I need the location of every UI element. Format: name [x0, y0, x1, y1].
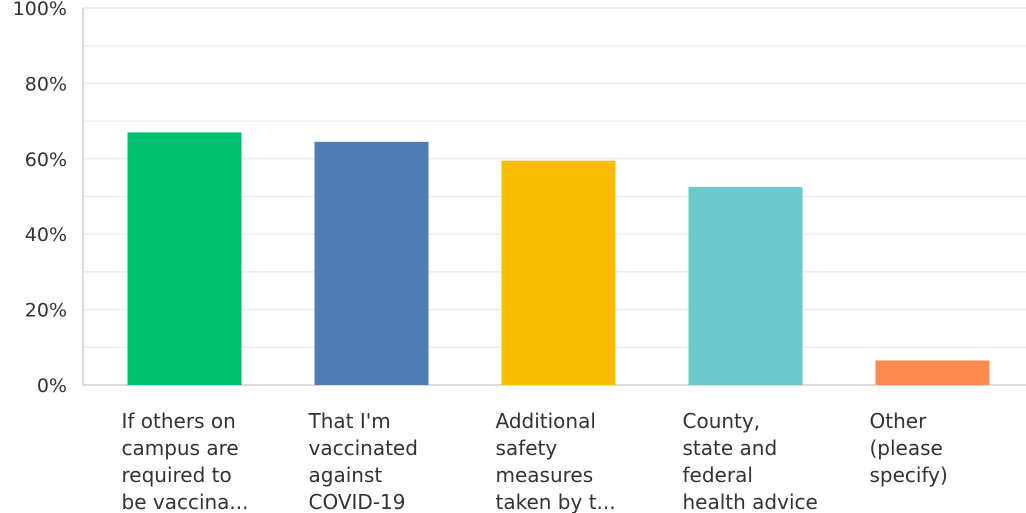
bar[interactable] — [875, 360, 990, 385]
category-label: Other (please specify) — [870, 409, 948, 487]
category-label: That I'm vaccinated against COVID-19 — [308, 409, 418, 513]
y-tick-label: 40% — [25, 224, 67, 246]
bar[interactable] — [314, 141, 429, 385]
bar[interactable] — [501, 160, 616, 385]
y-tick-label: 0% — [37, 375, 67, 397]
y-tick-label: 100% — [13, 0, 67, 20]
y-tick-label: 20% — [25, 300, 67, 322]
bar[interactable] — [688, 187, 803, 385]
bar[interactable] — [127, 132, 242, 385]
bars — [127, 132, 990, 385]
category-label: Additional safety measures taken by t... — [496, 409, 616, 513]
y-tick-labels: 0% 20% 40% 60% 80% 100% — [13, 0, 67, 397]
y-tick-label: 80% — [25, 73, 67, 95]
y-tick-label: 60% — [25, 149, 67, 171]
category-label: If others on campus are required to be vacc… — [122, 409, 249, 513]
category-labels: If others on campus are required to be vacc… — [122, 409, 948, 513]
category-label: County, state and federal health advice — [683, 409, 818, 513]
